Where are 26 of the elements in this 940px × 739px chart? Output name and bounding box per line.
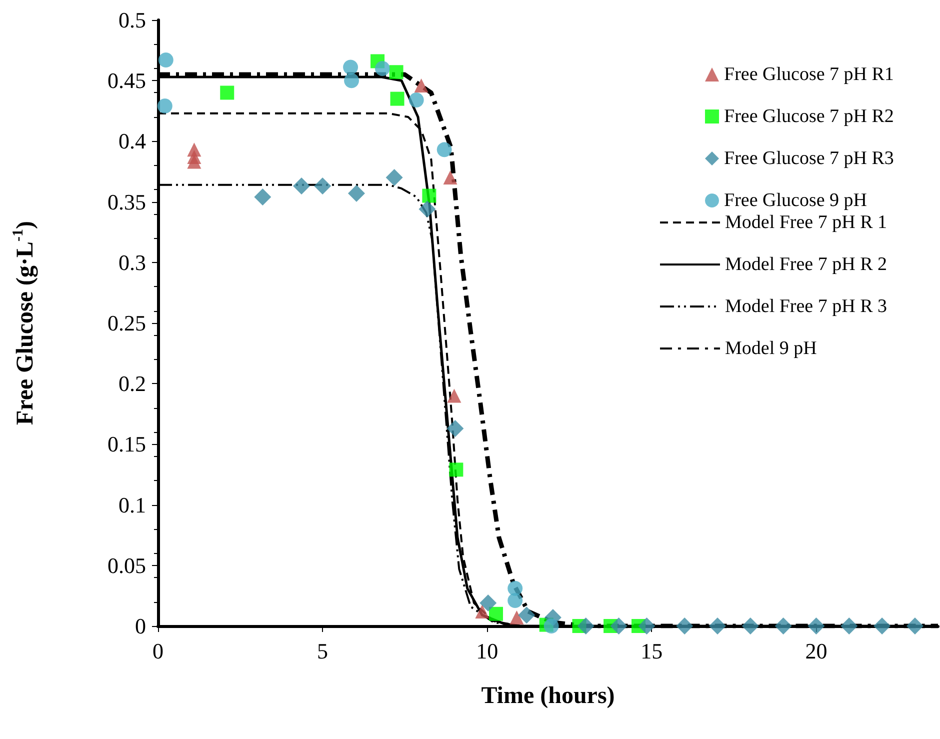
x-tick-label: 10 xyxy=(476,638,498,664)
y-axis-title: Free Glucose (g·L-1) xyxy=(10,220,38,425)
y-tick-label: 0.45 xyxy=(108,68,146,94)
legend-label: Model 9 pH xyxy=(725,338,818,359)
y-tick-label: 0.4 xyxy=(118,128,146,154)
legend-label: Free Glucose 7 pH R3 xyxy=(724,148,894,169)
y-tick-label: 0.1 xyxy=(118,492,146,518)
legend-label: Model Free 7 pH R 2 xyxy=(725,254,888,275)
y-tick-label: 0.15 xyxy=(108,432,146,457)
x-axis-title: Time (hours) xyxy=(481,683,615,709)
legend-label: Free Glucose 9 pH xyxy=(724,190,868,211)
x-tick-label: 15 xyxy=(640,638,663,664)
y-tick-label: 0.05 xyxy=(108,552,146,578)
legend-label: Model Free 7 pH R 3 xyxy=(725,296,888,317)
legend-label: Free Glucose 7 pH R2 xyxy=(724,106,894,127)
x-tick-label: 20 xyxy=(805,638,828,664)
x-tick-label: 5 xyxy=(317,638,328,664)
legend-label: Model Free 7 pH R 1 xyxy=(725,212,888,233)
x-tick-label: 0 xyxy=(152,638,164,664)
y-tick-label: 0 xyxy=(135,614,146,638)
y-tick-label: 0.35 xyxy=(108,189,146,214)
y-tick-label: 0.3 xyxy=(118,250,146,275)
legend-label: Free Glucose 7 pH R1 xyxy=(724,64,894,85)
y-tick-label: 0.25 xyxy=(108,310,146,336)
y-tick-label: 0.2 xyxy=(118,371,146,396)
y-tick-label: 0.5 xyxy=(118,8,146,32)
